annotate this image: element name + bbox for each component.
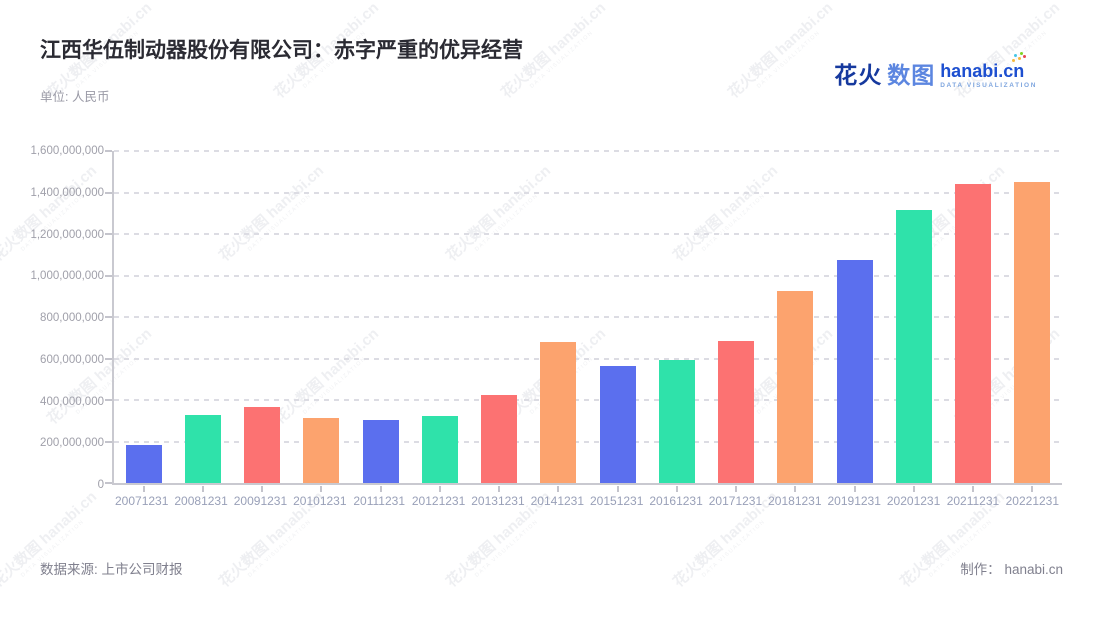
grid-line	[114, 150, 1062, 152]
bar-20171231[interactable]	[718, 341, 755, 483]
bar-20101231[interactable]	[303, 417, 340, 483]
x-label-20221231: 20221231	[1005, 494, 1060, 508]
y-axis-tick	[105, 191, 112, 194]
x-label-20071231: 20071231	[114, 494, 169, 508]
x-label-20201231: 20201231	[886, 494, 941, 508]
grid-line	[114, 316, 1062, 318]
bar-20071231[interactable]	[125, 445, 162, 483]
y-axis-label: 200,000,000	[40, 437, 104, 450]
logo-domain: hanabi.cn	[940, 60, 1025, 81]
y-axis-tick	[105, 316, 112, 318]
bar-20141231[interactable]	[540, 341, 577, 483]
bar-20181231[interactable]	[777, 290, 814, 483]
x-label-20131231: 20131231	[471, 494, 525, 508]
x-axis-tick	[557, 486, 560, 492]
grid-line	[114, 440, 1062, 443]
x-label-20181231: 20181231	[768, 494, 822, 508]
x-label-20171231: 20171231	[708, 494, 763, 508]
y-axis-tick	[105, 399, 112, 401]
x-label-20121231: 20121231	[411, 494, 466, 508]
x-label-20141231: 20141231	[530, 494, 585, 508]
bar-20121231[interactable]	[421, 416, 458, 483]
x-axis-tick	[912, 486, 915, 492]
x-axis-tick	[794, 486, 797, 492]
y-axis-tick	[105, 482, 112, 484]
bar-20211231[interactable]	[955, 183, 992, 483]
x-label-20211231: 20211231	[946, 494, 1000, 508]
grid-line	[114, 191, 1062, 194]
x-axis-tick	[438, 486, 441, 492]
bar-20201231[interactable]	[895, 209, 932, 483]
grid-line	[114, 233, 1062, 235]
bar-20221231[interactable]	[1014, 182, 1051, 483]
x-label-20191231: 20191231	[827, 494, 881, 508]
bar-20151231[interactable]	[599, 365, 636, 483]
grid-line	[114, 274, 1062, 277]
x-label-20081231: 20081231	[174, 494, 228, 508]
y-axis-tick	[105, 440, 112, 443]
x-axis-tick	[972, 486, 975, 492]
y-axis-label: 1,200,000,000	[30, 228, 104, 241]
x-axis-tick	[735, 486, 738, 492]
x-label-20161231: 20161231	[649, 494, 703, 508]
plot-area	[105, 150, 1062, 492]
x-axis-labels: 20071231 20081231 20091231 20101231 20111231…	[112, 494, 1062, 514]
grid-line	[114, 357, 1062, 360]
x-label-20091231: 20091231	[233, 494, 288, 508]
y-axis-tick	[105, 233, 112, 235]
y-axis-label: 1,400,000,000	[30, 186, 104, 199]
x-label-20111231: 20111231	[353, 494, 405, 508]
x-axis-tick	[616, 486, 619, 492]
y-axis-label: 800,000,000	[40, 312, 104, 324]
footer: 数据来源: 上市公司财报 制作： hanabi.cn	[40, 558, 1063, 578]
y-axis-label: 0	[97, 479, 104, 491]
y-axis-tick	[105, 150, 112, 152]
x-axis-tick	[201, 486, 204, 492]
y-axis-tick	[105, 274, 112, 277]
y-axis-labels: 0 200,000,000 400,000,000 600,000,000 800,00…	[0, 145, 104, 491]
x-axis-tick	[261, 486, 264, 492]
logo-cn-bold: 花火	[834, 62, 883, 88]
x-axis-tick	[379, 486, 382, 492]
bar-20131231[interactable]	[481, 395, 518, 483]
grid-line	[114, 399, 1062, 401]
page-title: 江西华伍制动器股份有限公司：赤字严重的优异经营	[40, 39, 523, 62]
firework-sparkle-icon	[1018, 56, 1021, 60]
bar-20191231[interactable]	[836, 260, 873, 483]
x-axis-tick	[853, 486, 856, 492]
hanabi-logo: 花火 数图 hanabi.cn DATA VISUALIZATION	[834, 56, 1037, 90]
bar-20091231[interactable]	[244, 407, 281, 483]
y-axis-tick	[105, 357, 112, 360]
y-axis-label: 1,000,000,000	[30, 270, 104, 283]
credit-text: 制作： hanabi.cn	[960, 562, 1063, 577]
y-axis-label: 1,600,000,000	[30, 145, 104, 157]
x-label-20151231: 20151231	[589, 494, 644, 508]
bar-20111231[interactable]	[362, 420, 399, 483]
y-axis-label: 400,000,000	[40, 395, 104, 408]
y-axis-label: 600,000,000	[40, 353, 104, 366]
bar-20161231[interactable]	[658, 360, 695, 483]
x-axis-tick	[1031, 486, 1034, 492]
data-source-text: 数据来源: 上市公司财报	[40, 562, 183, 577]
logo-tagline: DATA VISUALIZATION	[940, 81, 1037, 89]
unit-label: 单位: 人民币	[40, 90, 110, 104]
x-axis-tick	[675, 486, 678, 492]
x-axis-tick	[498, 486, 501, 492]
x-axis-tick	[142, 486, 145, 492]
x-axis-tick	[320, 486, 323, 492]
x-label-20101231: 20101231	[293, 494, 347, 508]
bar-20081231[interactable]	[184, 414, 221, 483]
logo-cn-light: 数图	[887, 62, 936, 88]
